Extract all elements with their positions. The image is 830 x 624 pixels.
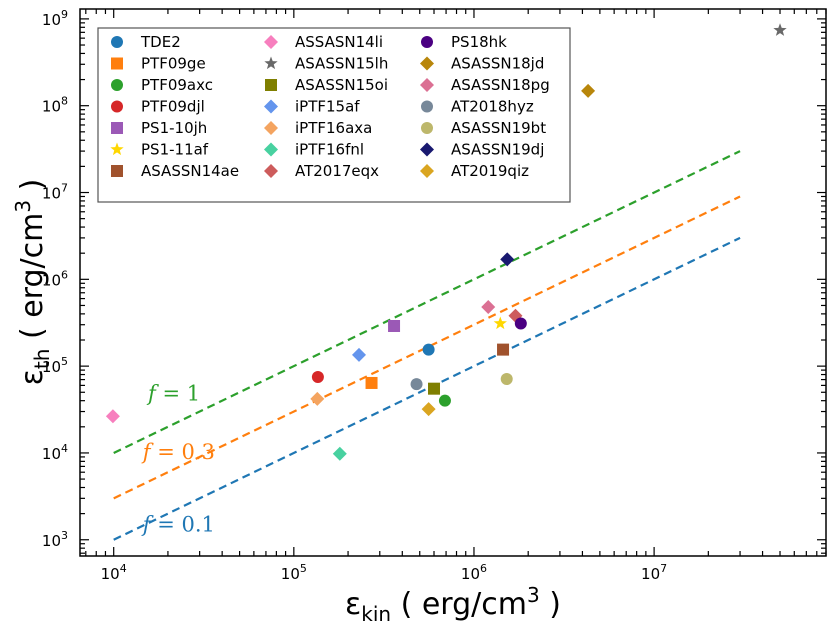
data-point-asassn15lh bbox=[773, 23, 787, 36]
legend-label-tde2: TDE2 bbox=[140, 33, 181, 51]
y-axis-label: εth ( erg/cm3 ) bbox=[11, 179, 54, 386]
legend-label-asassn15lh: ASASSN15lh bbox=[295, 55, 388, 73]
y-axis-label-unit: ( erg/cm bbox=[15, 213, 50, 349]
reference-line-2 bbox=[113, 236, 741, 541]
legend-marker-iptf16fnl bbox=[264, 142, 278, 157]
x-axis-label: εkin ( erg/cm3 ) bbox=[345, 583, 561, 624]
data-point-ps1-10jh bbox=[388, 319, 401, 332]
reference-lines bbox=[113, 150, 741, 541]
data-point-iptf15af bbox=[351, 347, 366, 362]
data-point-ptf09djl bbox=[311, 370, 324, 383]
y-axis-label-exponent: 3 bbox=[11, 200, 35, 213]
legend-marker-ptf09axc bbox=[111, 79, 123, 91]
data-point-asassn19bt bbox=[500, 373, 513, 386]
data-point-asassn18jd bbox=[581, 83, 596, 98]
x-tick-label: 106 bbox=[461, 562, 487, 583]
legend: TDE2 PTF09ge PTF09axc PTF09djl PS1-10jh PS1-1… bbox=[97, 27, 571, 203]
x-axis-label-unit: ( erg/cm bbox=[391, 587, 527, 622]
reference-line-label-2: f = 0.1 bbox=[141, 512, 215, 536]
legend-marker-iptf15af bbox=[264, 99, 278, 114]
data-point-ptf09axc bbox=[438, 394, 451, 407]
y-tick-label: 103 bbox=[42, 529, 68, 550]
data-point-asassn15oi bbox=[428, 382, 441, 395]
data-point-at2018hyz bbox=[410, 378, 423, 391]
y-tick-label: 109 bbox=[42, 8, 68, 29]
legend-label-ps1-11af: PS1-11af bbox=[141, 141, 209, 159]
x-axis-label-symbol: ε bbox=[345, 587, 361, 622]
data-point-iptf16fnl bbox=[332, 446, 347, 461]
data-point-at2019qiz bbox=[421, 402, 436, 417]
legend-label-iptf16fnl: iPTF16fnl bbox=[295, 141, 364, 159]
legend-marker-asassn18pg bbox=[420, 78, 434, 92]
y-tick-label: 108 bbox=[42, 95, 68, 116]
plot-frame bbox=[79, 8, 827, 557]
x-tick-label: 105 bbox=[281, 562, 307, 583]
x-axis-label-end: ) bbox=[540, 587, 561, 622]
y-tick-label: 106 bbox=[42, 268, 68, 289]
reference-line-1 bbox=[113, 195, 741, 500]
axis-ticks: 104 105 106 107 103 104 105 106 107 108 109 bbox=[42, 8, 827, 583]
legend-marker-ps1-11af bbox=[110, 142, 124, 156]
legend-label-asassn15oi: ASASSN15oi bbox=[295, 76, 388, 94]
legend-marker-at2017eqx bbox=[264, 164, 278, 178]
legend-label-ps18hk: PS18hk bbox=[451, 33, 507, 51]
data-point-asassn18pg bbox=[481, 299, 496, 314]
legend-label-at2018hyz: AT2018hyz bbox=[451, 98, 534, 116]
legend-label-asassn14ae: ASASSN14ae bbox=[141, 162, 239, 180]
x-tick-label: 104 bbox=[101, 562, 127, 583]
legend-marker-iptf16axa bbox=[264, 121, 278, 135]
legend-label-ptf09axc: PTF09axc bbox=[141, 76, 213, 94]
legend-label-ptf09djl: PTF09djl bbox=[141, 98, 205, 116]
data-point-assasn14li bbox=[105, 409, 120, 424]
legend-label-asassn19dj: ASASSN19dj bbox=[451, 141, 544, 159]
legend-marker-ps18hk bbox=[421, 36, 433, 48]
legend-label-at2019qiz: AT2019qiz bbox=[451, 162, 529, 180]
x-tick-label: 107 bbox=[641, 562, 667, 583]
data-point-ptf09ge bbox=[365, 376, 378, 389]
data-point-tde2 bbox=[422, 343, 435, 356]
legend-label-assasn14li: ASSASN14li bbox=[295, 33, 383, 51]
data-point-asassn19dj bbox=[500, 252, 515, 267]
legend-marker-asassn19bt bbox=[421, 122, 433, 134]
legend-label-asassn18pg: ASASSN18pg bbox=[451, 76, 550, 94]
legend-label-iptf16axa: iPTF16axa bbox=[295, 119, 372, 137]
y-tick-label: 104 bbox=[42, 442, 68, 463]
data-points bbox=[105, 23, 787, 461]
data-point-ps1-11af bbox=[493, 316, 507, 330]
legend-label-at2017eqx: AT2017eqx bbox=[295, 162, 379, 180]
legend-marker-at2018hyz bbox=[421, 100, 433, 113]
legend-marker-assasn14li bbox=[264, 35, 278, 49]
y-axis-label-end: ) bbox=[15, 179, 50, 200]
data-point-ps18hk bbox=[514, 317, 527, 330]
legend-marker-asassn18jd bbox=[420, 56, 434, 71]
legend-marker-ptf09ge bbox=[111, 57, 123, 70]
legend-marker-ptf09djl bbox=[111, 100, 123, 113]
y-tick-label: 107 bbox=[42, 182, 68, 203]
legend-label-asassn18jd: ASASSN18jd bbox=[451, 55, 544, 73]
legend-marker-asassn19dj bbox=[420, 142, 434, 157]
reference-line-label-0: f = 1 bbox=[146, 382, 200, 406]
line-annotations: f = 1 f = 0.3 f = 0.1 bbox=[141, 382, 215, 537]
data-point-asassn14ae bbox=[497, 343, 510, 356]
legend-label-ptf09ge: PTF09ge bbox=[141, 55, 206, 73]
legend-marker-asassn14ae bbox=[111, 165, 123, 177]
legend-label-asassn19bt: ASASSN19bt bbox=[451, 119, 546, 137]
legend-label-ps1-10jh: PS1-10jh bbox=[141, 119, 207, 137]
reference-line-label-1: f = 0.3 bbox=[141, 440, 215, 464]
x-axis-label-exponent: 3 bbox=[527, 583, 540, 607]
legend-marker-asassn15lh bbox=[264, 56, 278, 70]
x-axis-label-subscript: kin bbox=[361, 602, 391, 624]
legend-box bbox=[97, 27, 571, 203]
legend-marker-at2019qiz bbox=[420, 164, 434, 178]
legend-marker-tde2 bbox=[111, 36, 123, 48]
y-tick-label: 105 bbox=[42, 355, 68, 376]
legend-marker-asassn15oi bbox=[265, 79, 277, 91]
y-axis-label-symbol: ε bbox=[15, 369, 50, 385]
legend-marker-ps1-10jh bbox=[111, 122, 123, 134]
reference-line-0 bbox=[113, 150, 741, 454]
data-point-iptf16axa bbox=[310, 391, 325, 406]
y-axis-label-subscript: th bbox=[30, 349, 54, 370]
legend-label-iptf15af: iPTF15af bbox=[295, 98, 360, 116]
